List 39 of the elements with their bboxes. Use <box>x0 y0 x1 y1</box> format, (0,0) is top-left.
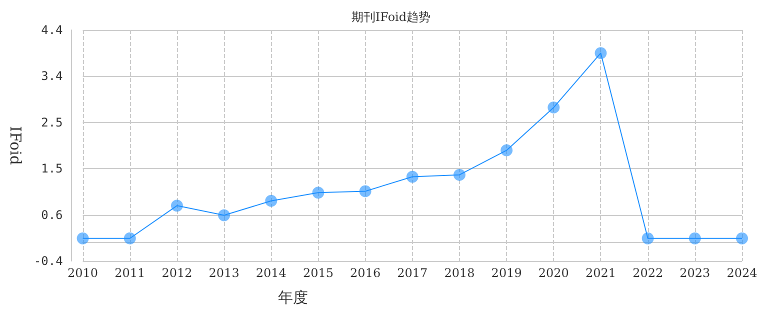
y-axis-title: IFoid <box>6 126 24 166</box>
point <box>170 200 183 212</box>
x-axis-title: 年度 <box>278 288 308 306</box>
x-tick-label: 2010 <box>68 266 98 280</box>
y-tick-label: 2.5 <box>41 115 63 130</box>
x-tick-label: 2013 <box>208 266 240 280</box>
y-tick-label: -0.4 <box>34 254 63 268</box>
point <box>500 144 513 156</box>
y-tick-label: 4.4 <box>41 23 63 37</box>
x-tick-label: 2014 <box>256 266 287 280</box>
point <box>406 170 418 183</box>
x-tick-label: 2012 <box>162 266 192 280</box>
x-tick-label: 2023 <box>680 266 710 280</box>
x-tick-label: 2018 <box>444 266 475 280</box>
point <box>736 232 748 244</box>
x-tick-label: 2022 <box>632 266 664 280</box>
x-tick-label: 2011 <box>114 266 146 280</box>
point <box>312 186 324 199</box>
x-tick-label: 2020 <box>538 266 569 280</box>
x-tick-label: 2017 <box>397 266 428 280</box>
point <box>453 168 466 181</box>
point <box>76 232 89 244</box>
x-tick-label: 2024 <box>726 266 758 280</box>
point <box>265 194 278 207</box>
point <box>548 101 560 114</box>
y-tick-label: 3.4 <box>41 69 63 84</box>
x-tick-label: 2021 <box>585 266 616 280</box>
y-tick-label: 0.6 <box>41 208 63 222</box>
point <box>594 47 607 60</box>
x-tick-label: 2016 <box>350 266 381 280</box>
y-tick-label: 1.5 <box>41 162 63 176</box>
point <box>642 232 654 244</box>
point <box>359 185 372 198</box>
chart-title: 期刊IFoid趋势 <box>351 10 431 24</box>
point <box>688 232 701 244</box>
x-tick-label: 2015 <box>302 266 334 280</box>
x-tick-label: 2019 <box>491 266 522 280</box>
point <box>124 232 136 244</box>
point <box>218 209 230 222</box>
